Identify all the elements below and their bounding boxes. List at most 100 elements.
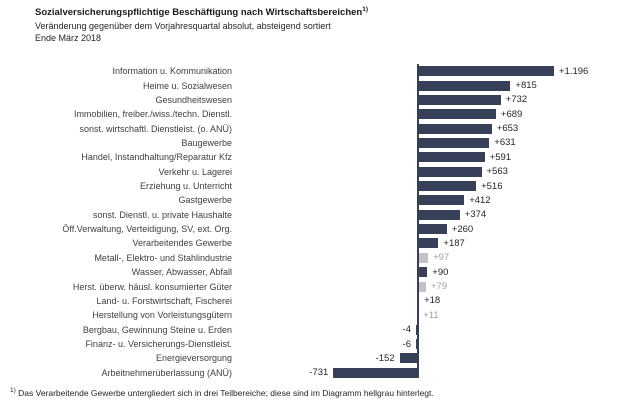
title-footnote-marker: 1): [362, 5, 368, 13]
category-label: Herstellung von Vorleistungsgütern: [92, 310, 232, 321]
chart-row: Immobilien, freiber./wiss./techn. Dienst…: [0, 107, 620, 121]
bar: [417, 181, 477, 192]
category-label: Heime u. Sozialwesen: [142, 80, 232, 91]
bar: [417, 252, 429, 263]
chart-title-text: Sozialversicherungspflichtige Beschäftig…: [35, 7, 363, 18]
chart-row: Herst. überw. häusl. konsumierter Güter +…: [0, 279, 620, 293]
bar: [417, 195, 465, 206]
chart-row: Gastgewerbe +412: [0, 193, 620, 207]
category-label: Immobilien, freiber./wiss./techn. Dienst…: [73, 109, 232, 120]
positive-bar-zone: +412: [417, 195, 620, 206]
negative-bar-zone: -6: [232, 339, 417, 350]
bar: [417, 137, 490, 148]
chart-row: Baugewerbe +631: [0, 136, 620, 150]
chart-row: Bergbau, Gewinnung Steine u. Erden -4: [0, 322, 620, 336]
category-label: Öff.Verwaltung, Verteidigung, SV, ext. O…: [62, 224, 232, 235]
bar: [416, 339, 417, 349]
category-label: Herst. überw. häusl. konsumierter Güter: [72, 281, 232, 292]
category-label: Gesundheitswesen: [155, 94, 232, 105]
bar: [417, 152, 485, 163]
chart-row: Herstellung von Vorleistungsgütern +11: [0, 308, 620, 322]
bar: [399, 353, 417, 364]
chart-row: Heime u. Sozialwesen +815: [0, 78, 620, 92]
bar: [417, 209, 460, 220]
positive-bar-zone: +591: [417, 152, 620, 163]
value-label: -731: [309, 367, 329, 379]
footnote: 1) Das Verarbeitende Gewerbe untergliede…: [10, 387, 434, 398]
chart-period: Ende März 2018: [35, 33, 102, 43]
category-label: Verkehr u. Lagerei: [158, 166, 232, 177]
value-label: +79: [431, 281, 448, 293]
value-label: +516: [481, 180, 503, 192]
category-label: sonst. wirtschaftl. Dienstleist. (o. ANÜ…: [79, 123, 232, 134]
value-label: +591: [489, 151, 512, 163]
category-label: Information u. Kommunikation: [112, 66, 232, 77]
positive-bar-zone: +90: [417, 267, 620, 278]
value-label: +90: [432, 266, 449, 278]
category-label: Arbeitnehmerüberlassung (ANÜ): [101, 367, 232, 378]
value-label: +412: [469, 194, 491, 206]
value-label: +815: [515, 80, 537, 92]
chart-row: Handel, Instandhaltung/Reparatur Kfz +591: [0, 150, 620, 164]
bar: [333, 367, 417, 378]
value-label: +187: [443, 237, 465, 249]
chart-subtitle: Veränderung gegenüber dem Vorjahresquart…: [35, 20, 331, 31]
value-label: +374: [464, 209, 487, 221]
category-label: Gastgewerbe: [178, 195, 232, 206]
chart-row: Information u. Kommunikation +1.196: [0, 64, 620, 78]
positive-bar-zone: +18: [417, 295, 620, 306]
footnote-text: Das Verarbeitende Gewerbe untergliedert …: [15, 388, 434, 398]
chart-row: Land- u. Forstwirtschaft, Fischerei +18: [0, 294, 620, 308]
value-label: +689: [500, 108, 523, 120]
chart-row: sonst. Dienstl. u. private Haushalte +374: [0, 208, 620, 222]
category-label: Metall-, Elektro- und Stahlindustrie: [94, 252, 232, 263]
bar: [416, 324, 417, 335]
bar: [417, 109, 496, 120]
bar: [417, 238, 439, 249]
value-label: -6: [402, 338, 411, 350]
value-label: +18: [424, 295, 441, 307]
negative-bar-zone: -4: [232, 324, 417, 335]
category-label: Erziehung u. Unterricht: [139, 181, 232, 192]
value-label: +653: [496, 123, 519, 135]
category-label: Land- u. Forstwirtschaft, Fischerei: [96, 295, 232, 306]
positive-bar-zone: +653: [417, 123, 620, 134]
chart-row: Erziehung u. Unterricht +516: [0, 179, 620, 193]
value-label: +260: [451, 223, 474, 235]
value-label: +11: [423, 309, 439, 321]
value-label: +563: [486, 166, 508, 178]
category-label: Wasser, Abwasser, Abfall: [131, 267, 232, 278]
category-label: Bergbau, Gewinnung Steine u. Erden: [82, 324, 232, 335]
chart-title: Sozialversicherungspflichtige Beschäftig…: [35, 5, 368, 20]
positive-bar-zone: +631: [417, 137, 620, 148]
bar: [417, 281, 426, 292]
chart-row: Gesundheitswesen +732: [0, 93, 620, 107]
chart-row: sonst. wirtschaftl. Dienstleist. (o. ANÜ…: [0, 121, 620, 135]
negative-bar-zone: -152: [232, 353, 417, 364]
value-label: +1.196: [559, 65, 589, 77]
positive-bar-zone: +374: [417, 209, 620, 220]
chart-row: Metall-, Elektro- und Stahlindustrie +97: [0, 251, 620, 265]
category-label: Verarbeitendes Gewerbe: [132, 238, 232, 249]
bar: [417, 267, 428, 278]
chart-row: Wasser, Abwasser, Abfall +90: [0, 265, 620, 279]
positive-bar-zone: +563: [417, 166, 620, 177]
positive-bar-zone: +1.196: [417, 66, 620, 77]
value-label: -152: [375, 352, 395, 364]
chart-row: Arbeitnehmerüberlassung (ANÜ) -731: [0, 366, 620, 380]
bar: [417, 123, 492, 134]
category-label: Energieversorgung: [155, 353, 232, 364]
bar: [417, 224, 447, 235]
category-label: sonst. Dienstl. u. private Haushalte: [92, 209, 232, 220]
positive-bar-zone: +260: [417, 224, 620, 235]
category-label: Finanz- u. Versicherungs-Dienstleist.: [85, 339, 232, 349]
zero-baseline-axis: [417, 64, 419, 378]
bar: [417, 66, 554, 77]
bar: [417, 94, 501, 105]
positive-bar-zone: +815: [417, 80, 620, 91]
chart-row: Verkehr u. Lagerei +563: [0, 165, 620, 179]
chart-row: Finanz- u. Versicherungs-Dienstleist. -6: [0, 337, 620, 351]
value-label: +631: [494, 137, 516, 149]
chart-rows: Information u. Kommunikation +1.196 Heime …: [0, 64, 620, 380]
chart-header: Sozialversicherungspflichtige Beschäftig…: [35, 5, 368, 45]
